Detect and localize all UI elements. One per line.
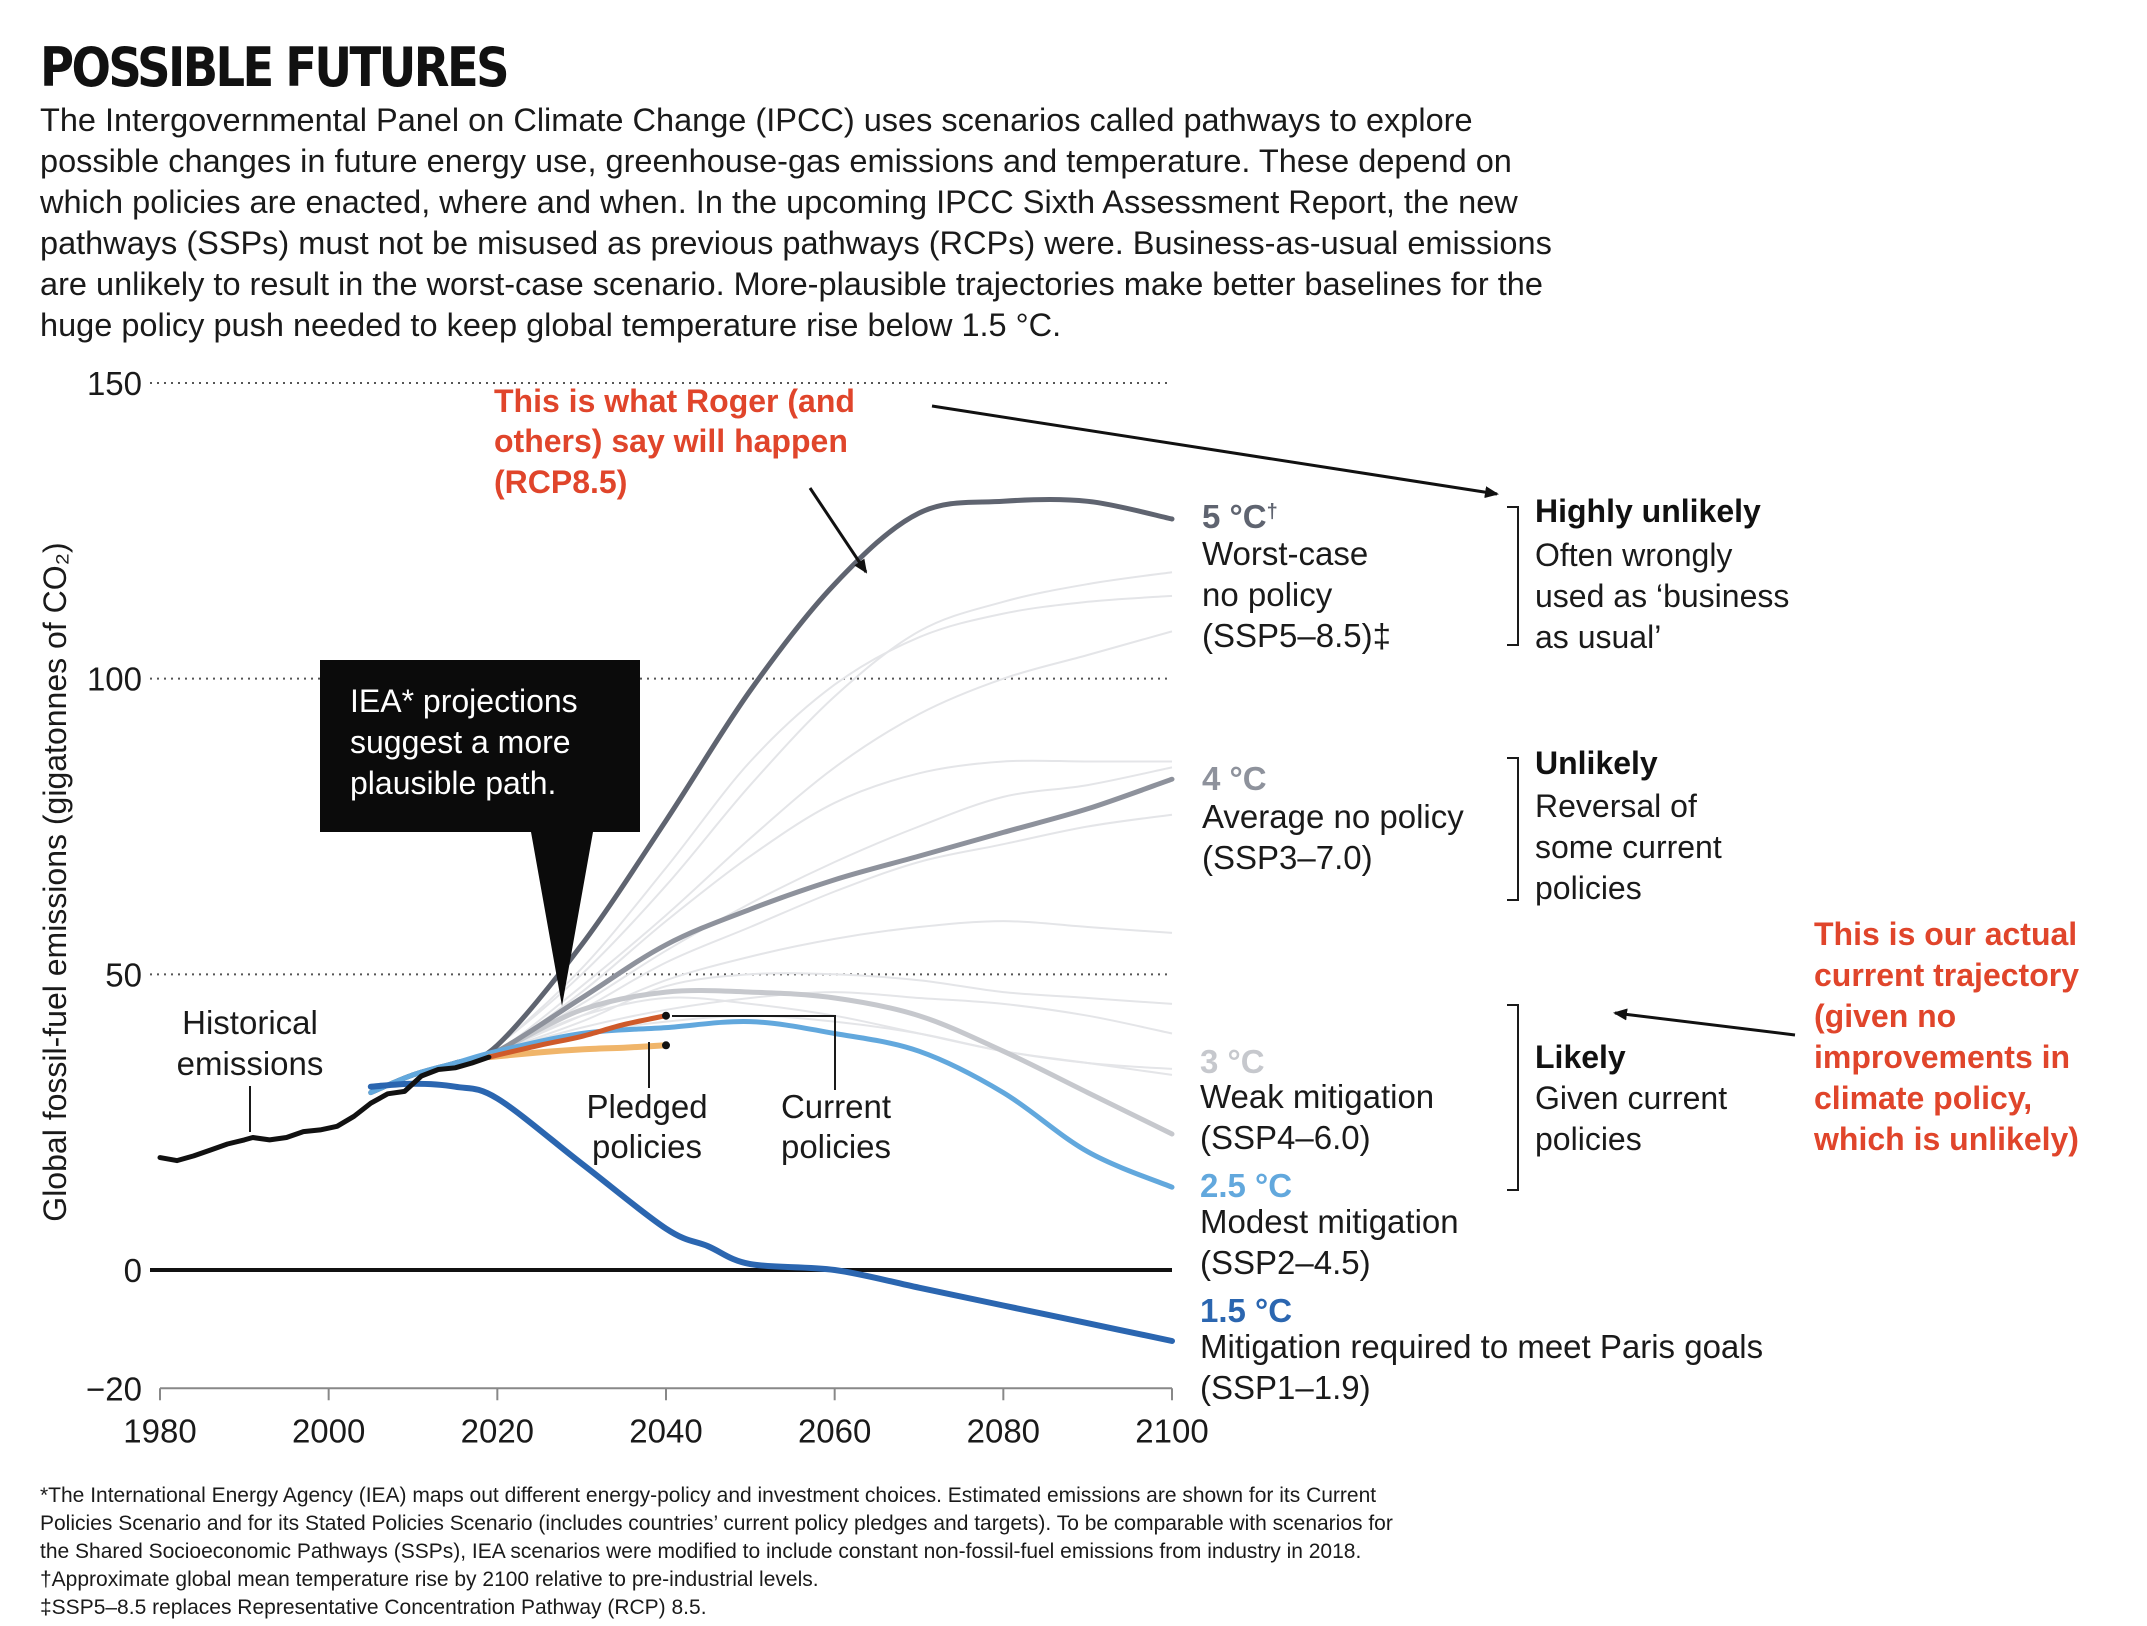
svg-text:This is what Roger (and: This is what Roger (and [494,383,855,419]
svg-text:(given no: (given no [1814,998,1956,1034]
svg-text:Average no policy: Average no policy [1202,798,1464,835]
scenario-series [157,496,1175,1344]
x-tick-label: 2000 [292,1412,365,1449]
ssp119-line [367,1080,1175,1344]
svg-text:Likely: Likely [1535,1039,1626,1075]
scenario-label-ssp119: 1.5 °C Mitigation required to meet Paris… [1200,1292,1763,1406]
y-tick-label: 0 [124,1252,142,1289]
svg-text:which is unlikely): which is unlikely) [1813,1121,2079,1157]
footnote-line: Policies Scenario and for its Stated Pol… [40,1512,1393,1535]
svg-text:Modest mitigation: Modest mitigation [1200,1203,1459,1240]
svg-text:others) say will happen: others) say will happen [494,423,848,459]
iea-line-3: plausible path. [350,765,556,801]
emissions-chart: 150 100 50 0 −20 1980 2000 2020 2040 2060 2080 210… [37,365,2079,1449]
svg-text:Worst-case: Worst-case [1202,535,1368,572]
footnote-line: *The International Energy Agency (IEA) m… [40,1484,1377,1507]
x-tick-label: 2040 [629,1412,702,1449]
actual-arrow [1613,1008,1796,1037]
y-tick-label: 100 [87,661,142,698]
footnote-line: the Shared Socioeconomic Pathways (SSPs)… [40,1540,1362,1563]
svg-text:Given current: Given current [1535,1080,1727,1116]
series-end-dot [662,1011,670,1020]
current-annotation: Current policies [672,1015,891,1165]
historical-annotation: Historical emissions [177,1004,324,1132]
faint-scenario-line [370,571,1173,1094]
y-tick-label: 150 [87,365,142,402]
svg-text:used as ‘business: used as ‘business [1535,578,1789,614]
historical-line [157,1054,492,1164]
x-tick-label: 2020 [461,1412,534,1449]
pledged-annotation: Pledged policies [586,1042,708,1165]
likelihood-unlikely: Unlikely Reversal of some current polici… [1507,745,1722,906]
svg-text:(SSP1–1.9): (SSP1–1.9) [1200,1369,1371,1406]
svg-text:Highly unlikely: Highly unlikely [1535,493,1761,529]
iea-callout: IEA* projections suggest a more plausibl… [320,660,640,1006]
scenario-label-ssp370: 4 °C Average no policy (SSP3–7.0) [1202,760,1464,876]
svg-text:1.5 °C: 1.5 °C [1200,1292,1292,1329]
svg-text:Mitigation required to meet Pa: Mitigation required to meet Paris goals [1200,1328,1763,1365]
svg-text:3 °C: 3 °C [1200,1043,1265,1080]
svg-text:This is our actual: This is our actual [1814,916,2077,952]
y-axis-label: Global fossil-fuel emissions (gigatonnes… [37,542,73,1221]
svg-text:(SSP4–6.0): (SSP4–6.0) [1200,1119,1371,1156]
svg-text:emissions: emissions [177,1045,324,1082]
x-axis-ticks: 1980 2000 2020 2040 2060 2080 2100 [123,1388,1209,1449]
iea-line-1: IEA* projections [350,683,578,719]
svg-text:(SSP2–4.5): (SSP2–4.5) [1200,1244,1371,1281]
svg-text:Pledged: Pledged [586,1088,707,1125]
x-tick-label: 2080 [967,1412,1040,1449]
svg-text:Unlikely: Unlikely [1535,745,1658,781]
svg-text:as usual’: as usual’ [1535,619,1661,655]
svg-text:Historical: Historical [182,1004,318,1041]
svg-text:Weak mitigation: Weak mitigation [1200,1078,1434,1115]
roger-arrow-right [931,404,1499,499]
pledged-policies-line [485,1042,669,1061]
faint-scenario-lines [370,571,1173,1094]
scenario-label-ssp460: 3 °C Weak mitigation (SSP4–6.0) [1200,1043,1434,1156]
svg-text:climate policy,: climate policy, [1814,1080,2032,1116]
scenario-label-ssp585: 5 °C† Worst-case no policy (SSP5–8.5)‡ [1202,498,1391,654]
y-tick-label: 50 [105,956,142,993]
roger-arrow-down [808,487,868,574]
svg-text:(SSP5–8.5)‡: (SSP5–8.5)‡ [1202,617,1391,654]
svg-text:policies: policies [781,1128,891,1165]
svg-text:Current: Current [781,1088,891,1125]
svg-text:current trajectory: current trajectory [1814,957,2079,993]
footnote-line: †Approximate global mean temperature ris… [40,1568,819,1591]
ssp245-line [368,1018,1175,1190]
svg-text:Often wrongly: Often wrongly [1535,537,1732,573]
series-end-dot [662,1041,670,1050]
svg-text:no policy: no policy [1202,576,1333,613]
y-axis-ticks: 150 100 50 0 −20 [86,365,142,1407]
svg-text:improvements in: improvements in [1814,1039,2070,1075]
actual-trajectory-annotation: This is our actual current trajectory (g… [1613,916,2079,1157]
page-title: POSSIBLE FUTURES [40,36,510,99]
svg-text:policies: policies [1535,1121,1642,1157]
svg-text:(RCP8.5): (RCP8.5) [494,464,627,500]
ssp460-line [368,988,1175,1137]
x-tick-label: 2100 [1135,1412,1208,1449]
footnote-line: ‡SSP5–8.5 replaces Representative Concen… [40,1596,707,1619]
likelihood-likely: Likely Given current policies [1507,1004,1727,1191]
footnotes: *The International Energy Agency (IEA) m… [40,1482,1680,1622]
roger-annotation: This is what Roger (and others) say will… [494,383,1499,574]
chart-grid [150,382,1172,1390]
x-tick-label: 1980 [123,1412,196,1449]
svg-text:policies: policies [592,1128,702,1165]
svg-text:2.5 °C: 2.5 °C [1200,1167,1292,1204]
likelihood-highly-unlikely: Highly unlikely Often wrongly used as ‘b… [1507,493,1789,655]
y-tick-label: −20 [86,1370,142,1407]
svg-text:5 °C†: 5 °C† [1202,498,1278,535]
svg-text:some current: some current [1535,829,1722,865]
svg-text:policies: policies [1535,870,1642,906]
intro-paragraph: The Intergovernmental Panel on Climate C… [40,102,1552,343]
x-tick-label: 2060 [798,1412,871,1449]
scenario-label-ssp245: 2.5 °C Modest mitigation (SSP2–4.5) [1200,1167,1459,1281]
svg-text:4 °C: 4 °C [1202,760,1267,797]
iea-line-2: suggest a more [350,724,571,760]
faint-scenario-line [370,996,1173,1094]
current-policies-line [486,1013,669,1060]
svg-text:Reversal of: Reversal of [1535,788,1697,824]
svg-text:(SSP3–7.0): (SSP3–7.0) [1202,839,1373,876]
